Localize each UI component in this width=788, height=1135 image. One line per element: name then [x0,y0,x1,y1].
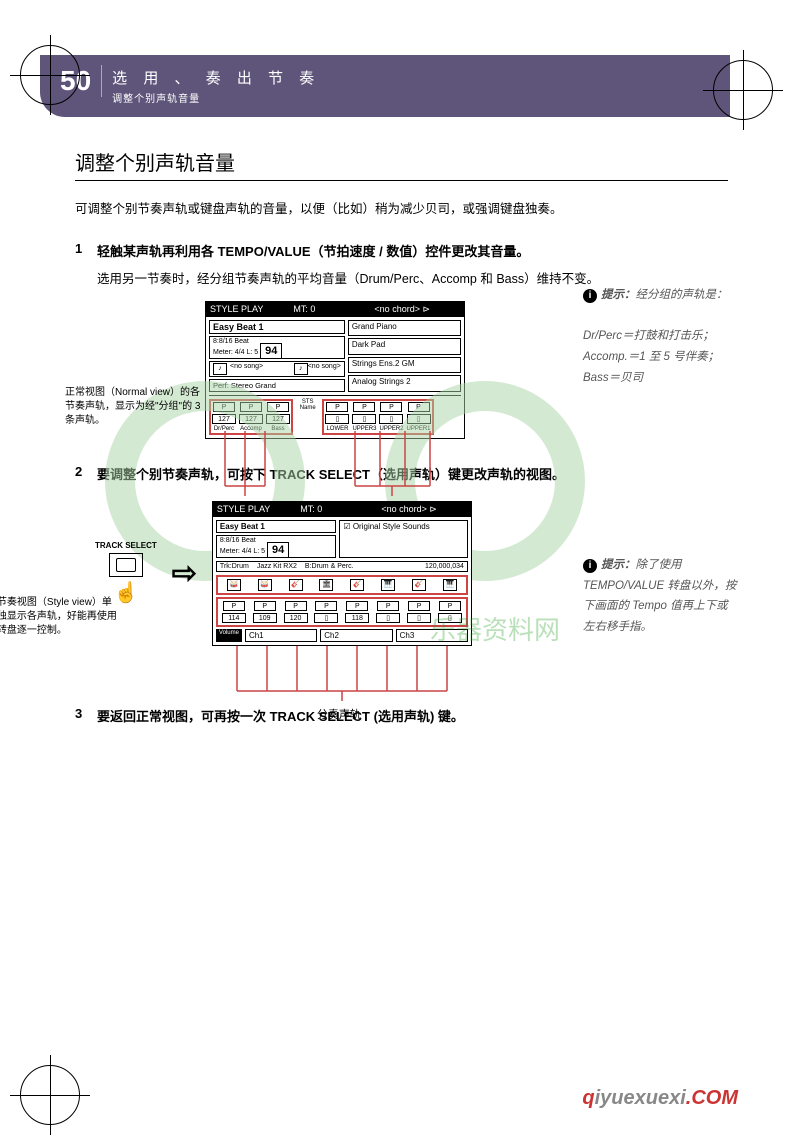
step-title: 轻触某声轨再利用各 TEMPO/VALUE（节拍速度 / 数值）控件更改其音量。 [97,241,728,260]
step-body: 要返回正常视图，可再按一次 TRACK SELECT (选用声轨) 键。 [97,706,728,733]
step-body: 轻触某声轨再利用各 TEMPO/VALUE（节拍速度 / 数值）控件更改其音量。… [97,241,728,291]
sidebar-note-1: i提示：经分组的声轨是： Dr/Perc＝打鼓和打击乐；Accomp.＝1 至 … [583,285,738,388]
callout-normal-view: 正常视图（Normal view）的各节奏声轨，显示为经"分组"的 3 条声轨。 [65,386,205,428]
red-lines-2 [212,646,492,706]
sound-strings: Strings Ens.2 GM [348,357,461,374]
info-icon: i [583,559,597,573]
header-chord: <no chord> ⊳ [374,304,430,315]
sidebar-note-2: i提示：除了使用 TEMPO/VALUE 转盘以外，按下画面的 Tempo 值再… [583,555,738,638]
screen-header: STYLE PLAY MT: 0 <no chord> ⊳ [213,502,471,517]
crop-mark-tr [713,60,773,120]
main-content: 调整个别声轨音量 可调整个别节奏声轨或键盘声轨的音量，以便（比如）稍为减少贝司，… [0,117,788,733]
bottom-url: qiyuexuexi.COM [582,1087,738,1110]
step-number: 3 [75,706,97,733]
hand-icon: ☝ [113,580,138,605]
beat-info: 8:8/16 Beat Meter: 4/4 L: 5 94 [209,336,345,359]
header-mt: MT: 0 [293,304,315,315]
intro-text: 可调整个别节奏声轨或键盘声轨的音量，以便（比如）稍为减少贝司，或强调键盘独奏。 [75,199,728,219]
callout-style-view: 节奏视图（Style view）单独显示各声轨，好能再使用转盘逐一控制。 [0,596,117,638]
style-name: Easy Beat 1 [209,320,345,334]
header-text: 选 用 、 奏 出 节 奏 调整个别声轨音量 [112,65,320,105]
header-title: 选 用 、 奏 出 节 奏 [112,67,320,88]
crop-mark-bl [20,1065,80,1125]
step-number: 1 [75,241,97,291]
sound-grand-piano: Grand Piano [348,320,461,337]
step-title: 要返回正常视图，可再按一次 TRACK SELECT (选用声轨) 键。 [97,706,728,725]
watermark-text: 乐器资料网 [430,610,560,647]
step-3: 3 要返回正常视图，可再按一次 TRACK SELECT (选用声轨) 键。 [75,706,728,733]
tempo-value: 94 [260,343,282,359]
red-lines-1 [195,431,475,501]
label-split-tracks: 分奏声轨 [317,706,361,722]
section-title: 调整个别声轨音量 [75,147,728,181]
header-subtitle: 调整个别声轨音量 [112,90,320,105]
step-1: 1 轻触某声轨再利用各 TEMPO/VALUE（节拍速度 / 数值）控件更改其音… [75,241,728,291]
screen-header: STYLE PLAY MT: 0 <no chord> ⊳ [206,302,464,317]
header-style-play: STYLE PLAY [210,304,263,315]
page-header: 50 选 用 、 奏 出 节 奏 调整个别声轨音量 [40,55,730,117]
info-icon: i [583,289,597,303]
crop-mark-tl [20,45,80,105]
arrow-icon: ⇨ [172,556,197,591]
step-number: 2 [75,464,97,491]
sound-dark-pad: Dark Pad [348,338,461,355]
